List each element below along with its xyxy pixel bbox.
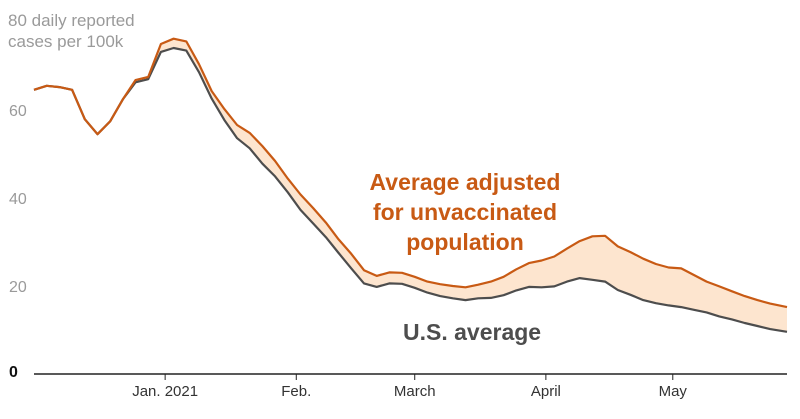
x-tick-label: May [659, 383, 688, 400]
annotation-adjusted: Average adjusted for unvaccinated popula… [369, 169, 561, 255]
series-line-adjusted-average [33, 37, 788, 309]
annotation-us-average: U.S. average [403, 319, 542, 345]
x-tick-label: Jan. 2021 [132, 383, 198, 400]
y-tick-label: 60 [9, 103, 27, 120]
x-tick-label: Feb. [281, 383, 311, 400]
x-tick-marks: Jan. 2021 Feb. March April May [132, 374, 687, 400]
adjusted-gap-area [34, 38, 787, 332]
y-tick-label: 40 [9, 191, 27, 208]
x-tick-label: April [531, 383, 561, 400]
y-tick-label: 0 [9, 364, 18, 381]
x-tick-label: March [394, 383, 436, 400]
y-axis-label: 80 daily reported cases per 100k [8, 11, 135, 51]
y-tick-labels: 0 20 40 60 [9, 103, 27, 381]
series-line-us-average [33, 46, 788, 333]
y-tick-label: 20 [9, 279, 27, 296]
